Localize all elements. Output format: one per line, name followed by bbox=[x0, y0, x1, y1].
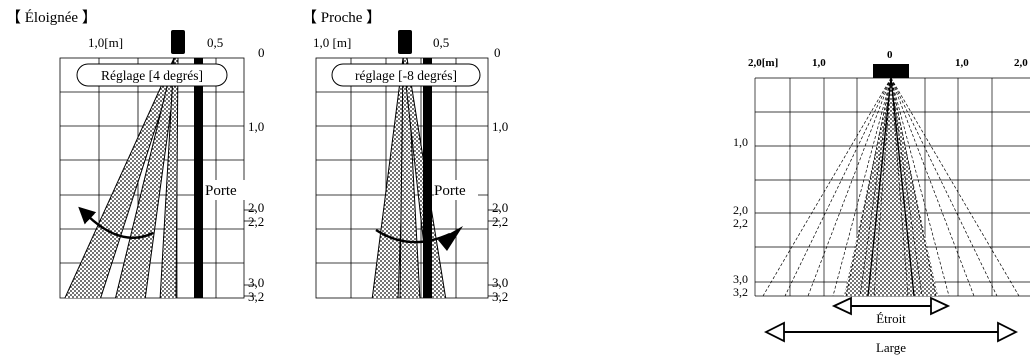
narrow-range-arrow bbox=[831, 296, 951, 316]
near-depth-3: 2,2 bbox=[492, 214, 508, 229]
right-left-label-2: 2,2 bbox=[733, 216, 748, 230]
right-left-label-3: 3,0 bbox=[733, 272, 748, 286]
near-door-label: Porte bbox=[434, 183, 466, 199]
right-top-label-3: 1,0 bbox=[955, 57, 969, 69]
near-top-right-label: 0,5 bbox=[433, 35, 449, 50]
right-top-label-1: 1,0 bbox=[812, 57, 826, 69]
far-depth-5: 3,2 bbox=[248, 289, 264, 304]
wide-range-arrow bbox=[763, 321, 1019, 343]
near-rotate-arrow bbox=[375, 228, 451, 244]
sensor-icon bbox=[873, 64, 909, 78]
near-door-bar bbox=[423, 58, 432, 298]
far-title: 【 Éloignée 】 bbox=[6, 9, 97, 26]
narrow-label: Étroit bbox=[876, 311, 906, 326]
far-depth-0: 0 bbox=[258, 45, 265, 60]
far-depth-3: 2,2 bbox=[248, 214, 264, 229]
right-left-label-1: 2,0 bbox=[733, 203, 748, 217]
near-adjust-label: réglage [-8 degrés] bbox=[355, 68, 457, 83]
far-door-label: Porte bbox=[205, 183, 237, 199]
far-beam-1 bbox=[64, 58, 179, 298]
right-left-label-0: 1,0 bbox=[733, 135, 748, 149]
near-title: 【 Proche 】 bbox=[302, 9, 381, 26]
far-beam-3 bbox=[159, 58, 179, 298]
narrow-dotted-zone bbox=[844, 78, 938, 296]
far-top-left-label: 1,0[m] bbox=[88, 35, 123, 50]
far-depth-1: 1,0 bbox=[248, 119, 264, 134]
far-rotate-arrow bbox=[78, 206, 154, 239]
solid-center-beams bbox=[867, 78, 915, 296]
sensor-icon bbox=[171, 30, 185, 54]
right-top-label-2: 0 bbox=[887, 49, 893, 61]
near-depth-4: 3,0 bbox=[492, 275, 508, 290]
far-adjust-label: Réglage [4 degrés] bbox=[101, 68, 203, 83]
near-adjust-pill bbox=[331, 63, 481, 87]
wide-label: Large bbox=[876, 340, 906, 355]
right-top-label-4: 2,0 bbox=[1014, 57, 1028, 69]
near-depth-2: 2,0 bbox=[492, 200, 508, 215]
near-beam-1 bbox=[371, 58, 408, 298]
far-door-bar bbox=[194, 58, 203, 298]
width-pattern-panel: 2,0[m] 1,0 0 1,0 2,0 bbox=[733, 49, 1030, 355]
near-beam-2 bbox=[399, 58, 421, 298]
far-depth-2: 2,0 bbox=[248, 200, 264, 215]
wide-dashed-beams bbox=[762, 78, 1020, 296]
far-adjust-pill bbox=[76, 63, 228, 87]
far-depth-4: 3,0 bbox=[248, 275, 264, 290]
far-setting-panel: 【 Éloignée 】 1,0[m] 0,5 bbox=[6, 9, 265, 304]
near-depth-5: 3,2 bbox=[492, 289, 508, 304]
near-setting-panel: 【 Proche 】 1,0 [m] 0,5 P bbox=[302, 9, 508, 304]
far-top-right-label: 0,5 bbox=[207, 35, 223, 50]
near-rotate-arrowhead bbox=[438, 226, 463, 251]
sensor-icon bbox=[398, 30, 412, 54]
right-top-label-0: 2,0[m] bbox=[748, 57, 778, 69]
right-left-label-4: 3,2 bbox=[733, 285, 748, 299]
near-detection-beams bbox=[371, 58, 447, 298]
near-depth-0: 0 bbox=[494, 45, 501, 60]
near-depth-1: 1,0 bbox=[492, 119, 508, 134]
far-detection-beams bbox=[64, 58, 179, 298]
right-beams bbox=[762, 78, 1020, 296]
near-top-left-label: 1,0 [m] bbox=[313, 35, 351, 50]
